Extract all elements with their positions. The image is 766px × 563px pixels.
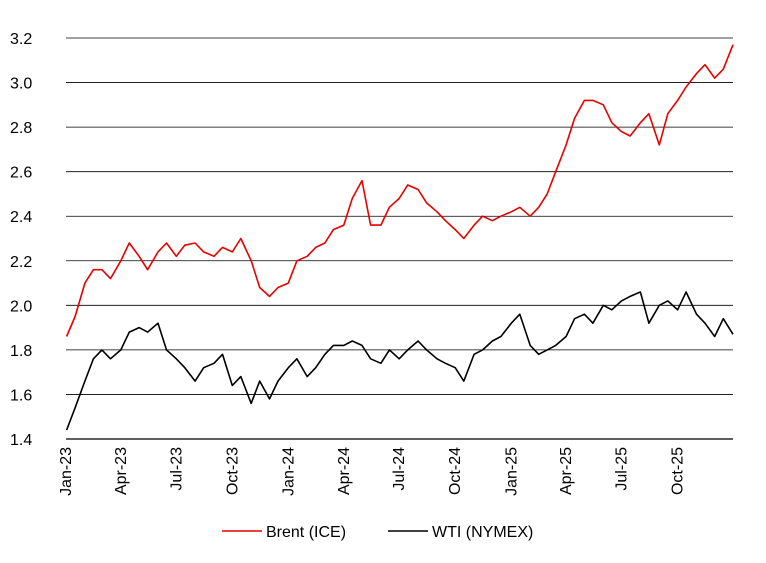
series-line-wti (65, 291, 734, 431)
y-tick-label: 2.8 (10, 120, 32, 137)
x-tick-label: Jan-24 (280, 447, 297, 496)
x-tick-label: Oct-24 (447, 447, 464, 495)
legend-label-brent: Brent (ICE) (266, 524, 346, 541)
x-tick-label: Oct-25 (670, 447, 687, 495)
x-tick-label: Jul-25 (614, 447, 631, 491)
y-tick-label: 3.2 (10, 31, 32, 48)
gridlines (66, 37, 733, 395)
x-tick-label: Oct-23 (224, 447, 241, 495)
x-tick-label: Jul-24 (391, 447, 408, 491)
x-axis-tick-labels: Jan-23 Apr-23 Jul-23 Oct-23 Jan-24 Apr-24 Jul-… (58, 447, 687, 496)
y-tick-label: 1.6 (10, 387, 32, 404)
y-tick-label: 1.8 (10, 343, 32, 360)
legend-item-wti: WTI (NYMEX) (388, 524, 533, 541)
series-line-brent (65, 44, 734, 337)
x-tick-label: Jan-25 (503, 447, 520, 496)
y-tick-label: 1.4 (10, 432, 32, 449)
legend-label-wti: WTI (NYMEX) (432, 524, 533, 541)
legend-item-brent: Brent (ICE) (222, 524, 346, 541)
x-tick-label: Apr-25 (558, 447, 575, 495)
series-layer (65, 44, 734, 431)
x-tick-label: Jul-23 (168, 447, 185, 491)
y-tick-label: 3.0 (10, 76, 32, 93)
x-tick-label: Apr-23 (113, 447, 130, 495)
y-tick-label: 2.4 (10, 209, 32, 226)
x-tick-label: Jan-23 (58, 447, 75, 496)
y-tick-label: 2.0 (10, 298, 32, 315)
y-tick-label: 2.6 (10, 165, 32, 182)
legend: Brent (ICE) WTI (NYMEX) (222, 524, 533, 541)
y-axis-tick-labels: 1.4 1.6 1.8 2.0 2.2 2.4 2.6 2.8 3.0 3.2 (10, 31, 32, 449)
x-tick-label: Apr-24 (336, 447, 353, 495)
y-tick-label: 2.2 (10, 254, 32, 271)
